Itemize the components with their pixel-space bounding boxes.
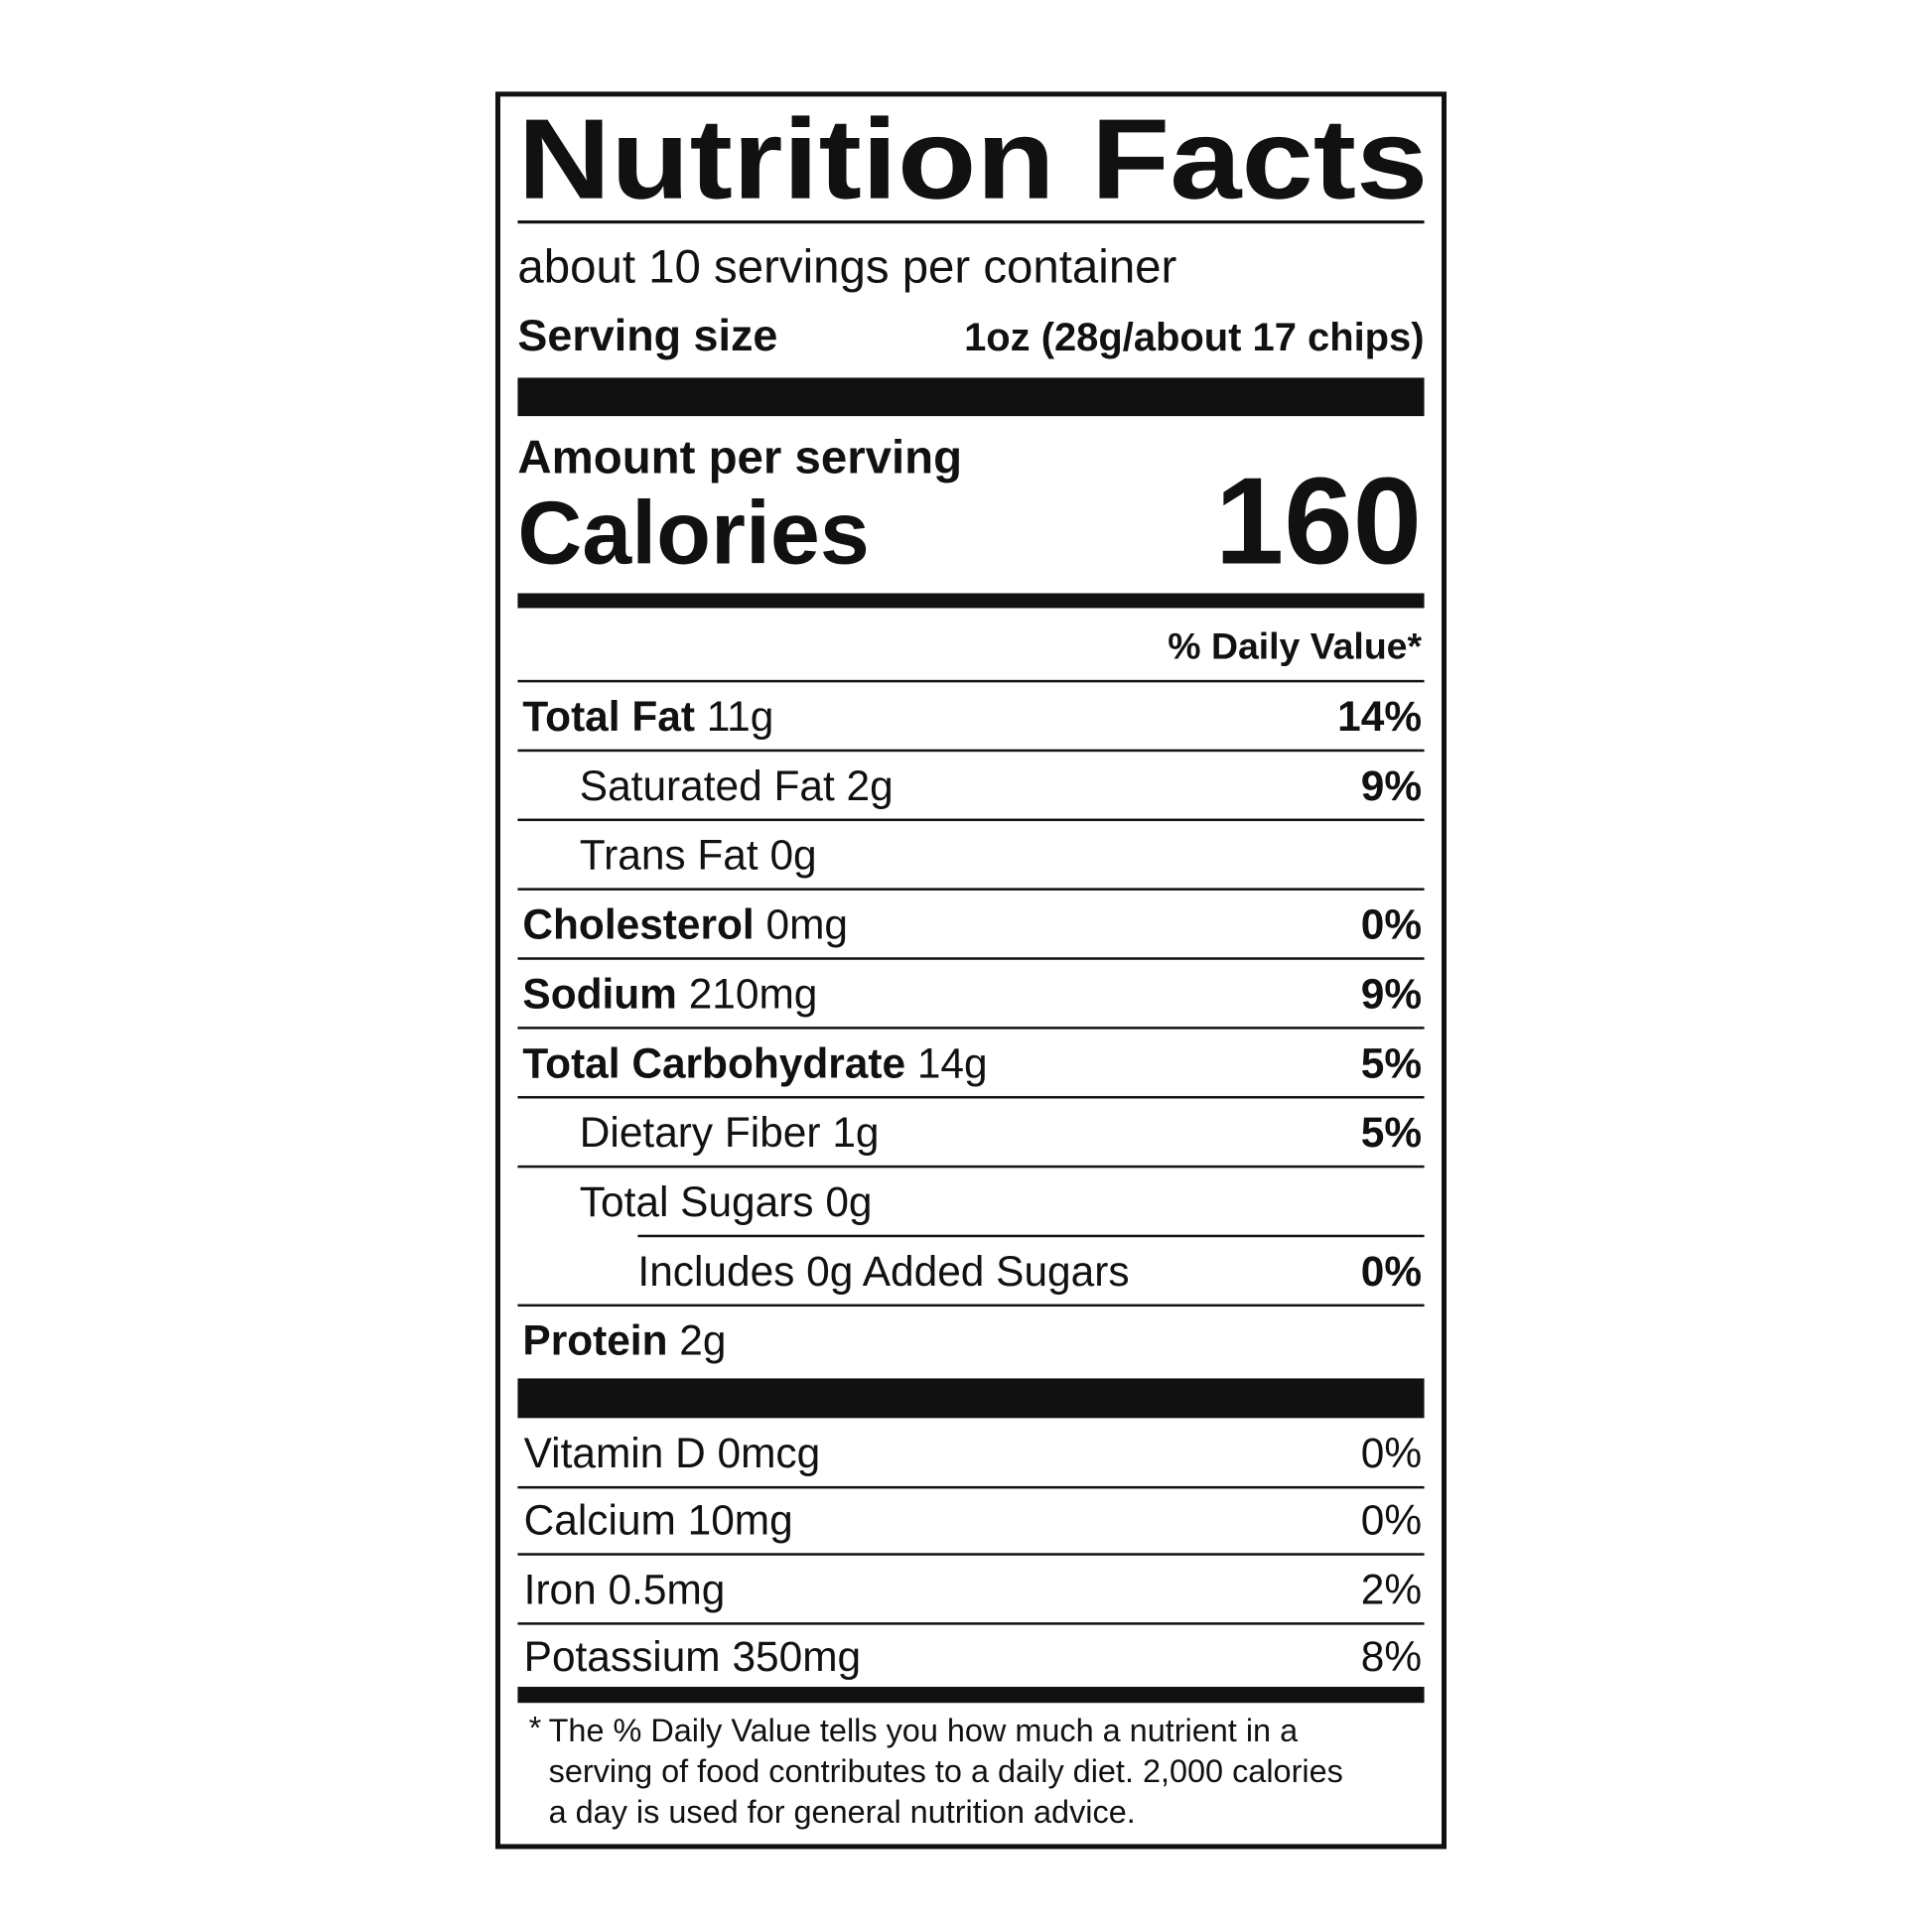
- nutrient-name: Trans Fat: [580, 832, 759, 879]
- nutrient-name: Cholesterol: [522, 901, 754, 948]
- nutrient-dv: 0%: [1361, 1248, 1422, 1295]
- calories-label: Calories: [517, 484, 869, 584]
- nutrient-row: Trans Fat 0g: [580, 832, 817, 879]
- nutrient-row: Total Sugars 0g: [580, 1178, 873, 1225]
- amount-per-serving: Amount per serving: [517, 432, 962, 484]
- thick-bar: [517, 1378, 1425, 1419]
- rule: [517, 1027, 1425, 1030]
- vitamin-dv: 0%: [1361, 1497, 1422, 1544]
- nutrient-dv: 9%: [1361, 762, 1422, 809]
- nutrient-row: Dietary Fiber 1g: [580, 1109, 880, 1156]
- vitamin-row: Calcium 10mg: [524, 1497, 793, 1544]
- rule: [517, 749, 1425, 753]
- footnote-line: a day is used for general nutrition advi…: [549, 1794, 1136, 1830]
- rule: [517, 957, 1425, 960]
- vitamin-name: Calcium: [524, 1497, 676, 1544]
- footnote-marker: *: [529, 1710, 542, 1745]
- vitamin-row: Vitamin D 0mcg: [524, 1430, 821, 1476]
- vitamin-name: Iron: [524, 1566, 597, 1612]
- nutrient-row: Includes 0g Added Sugars: [637, 1248, 1129, 1295]
- nutrient-name: Total Fat: [522, 693, 695, 740]
- footnote-line: The % Daily Value tells you how much a n…: [549, 1713, 1299, 1748]
- nutrient-name: Total Sugars: [580, 1178, 814, 1225]
- vitamin-amount: 10mg: [688, 1497, 793, 1544]
- nutrient-amount: 1g: [832, 1109, 879, 1156]
- nutrient-dv: 5%: [1361, 1039, 1422, 1086]
- footnote-line: serving of food contributes to a daily d…: [549, 1753, 1343, 1789]
- nutrient-dv: 5%: [1361, 1109, 1422, 1156]
- vitamin-name: Potassium: [524, 1633, 721, 1680]
- nutrient-amount: 0g: [825, 1178, 872, 1225]
- vitamin-name: Vitamin D: [524, 1430, 706, 1476]
- nutrient-name: Dietary Fiber: [580, 1109, 821, 1156]
- nutrient-row: Total Fat 11g: [522, 693, 773, 740]
- nutrient-row: Total Carbohydrate 14g: [522, 1039, 987, 1086]
- nutrient-amount: 11g: [707, 693, 774, 740]
- nutrient-row: Sodium 210mg: [522, 970, 817, 1017]
- nutrient-row: Protein 2g: [522, 1317, 726, 1364]
- serving-size-value: 1oz (28g/about 17 chips): [964, 316, 1424, 359]
- vitamin-dv: 0%: [1361, 1430, 1422, 1476]
- nutrient-dv: 9%: [1361, 970, 1422, 1017]
- serving-size-label: Serving size: [517, 310, 777, 360]
- nutrient-name: Includes 0g Added Sugars: [637, 1248, 1129, 1295]
- rule: [517, 1622, 1425, 1625]
- nutrient-name: Saturated Fat: [580, 762, 835, 809]
- rule: [517, 1165, 1425, 1169]
- nutrient-name: Total Carbohydrate: [522, 1039, 905, 1086]
- rule: [517, 1485, 1425, 1489]
- nutrient-amount: 0mg: [765, 901, 848, 948]
- vitamin-amount: 350mg: [732, 1633, 861, 1680]
- nutrient-name: Protein: [522, 1317, 667, 1364]
- rule: [517, 888, 1425, 891]
- nutrient-amount: 14g: [917, 1039, 988, 1086]
- nutrient-amount: 0g: [769, 832, 816, 879]
- vitamin-amount: 0mcg: [718, 1430, 821, 1476]
- nutrient-amount: 2g: [679, 1317, 726, 1364]
- nutrient-row: Cholesterol 0mg: [522, 901, 848, 948]
- nutrient-row: Saturated Fat 2g: [580, 762, 894, 809]
- nutrient-amount: 210mg: [689, 970, 818, 1017]
- servings: about 10 servings per container: [517, 240, 1176, 293]
- medium-bar: [517, 593, 1425, 609]
- rule: [517, 1304, 1425, 1308]
- rule: [517, 1553, 1425, 1556]
- label-border: [494, 91, 1448, 1850]
- vitamin-row: Potassium 350mg: [524, 1633, 861, 1680]
- vitamin-dv: 8%: [1361, 1633, 1422, 1680]
- nutrient-dv: 14%: [1337, 693, 1422, 740]
- rule: [517, 679, 1425, 683]
- rule: [637, 1234, 1425, 1238]
- rule: [517, 1095, 1425, 1099]
- rule: [517, 220, 1425, 224]
- calories-value: 160: [1215, 453, 1422, 591]
- vitamin-amount: 0.5mg: [609, 1566, 726, 1612]
- rule: [517, 818, 1425, 822]
- thick-bar: [517, 377, 1425, 417]
- nutrient-name: Sodium: [522, 970, 676, 1017]
- vitamin-row: Iron 0.5mg: [524, 1566, 726, 1612]
- daily-value-header: % Daily Value*: [1168, 625, 1422, 667]
- nutrient-amount: 2g: [847, 762, 894, 809]
- nutrient-dv: 0%: [1361, 901, 1422, 948]
- vitamin-dv: 2%: [1361, 1566, 1422, 1612]
- medium-bar: [517, 1687, 1425, 1704]
- title: Nutrition Facts: [517, 96, 1428, 223]
